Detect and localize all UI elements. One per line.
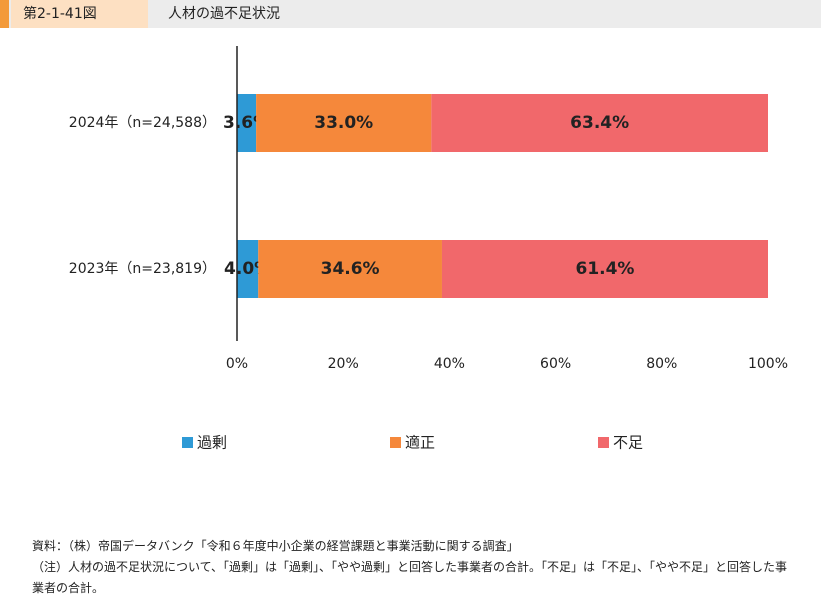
x-tick-label: 80% — [646, 356, 677, 372]
bar-segment — [258, 240, 442, 298]
legend-label: 適正 — [405, 434, 435, 452]
y-tick-label: 2024年（n=24,588） — [69, 115, 216, 131]
bar-segment — [431, 94, 768, 152]
x-tick-label: 0% — [226, 356, 248, 372]
bar-segment — [237, 240, 259, 298]
notes: 資料：（株）帝国データバンク「令和６年度中小企業の経営課題と事業活動に関する調査… — [32, 536, 792, 599]
x-tick-label: 100% — [748, 356, 788, 372]
figure-number: 第2-1-41図 — [11, 0, 148, 28]
legend-swatch — [598, 437, 609, 448]
bar-segment — [237, 94, 257, 152]
legend-swatch — [390, 437, 401, 448]
data-label: 61.4% — [575, 259, 634, 279]
data-label: 33.0% — [314, 113, 373, 133]
bar-segment — [256, 94, 432, 152]
data-label: 63.4% — [570, 113, 629, 133]
bar-segment — [441, 240, 768, 298]
header: 第2-1-41図 人材の過不足状況 — [0, 0, 821, 28]
footnote: （注）人材の過不足状況について、「過剰」は「過剰」、「やや過剰」と回答した事業者… — [32, 560, 788, 595]
x-tick-label: 20% — [328, 356, 359, 372]
y-tick-label: 2023年（n=23,819） — [69, 261, 216, 277]
legend-label: 過剰 — [197, 434, 227, 452]
data-label: 34.6% — [321, 259, 380, 279]
legend-label: 不足 — [613, 434, 643, 452]
legend-swatch — [182, 437, 193, 448]
x-tick-label: 60% — [540, 356, 571, 372]
chart-title: 人材の過不足状況 — [168, 6, 280, 22]
x-tick-label: 40% — [434, 356, 465, 372]
source-note: 資料：（株）帝国データバンク「令和６年度中小企業の経営課題と事業活動に関する調査… — [32, 539, 519, 553]
header-tab — [0, 0, 9, 28]
